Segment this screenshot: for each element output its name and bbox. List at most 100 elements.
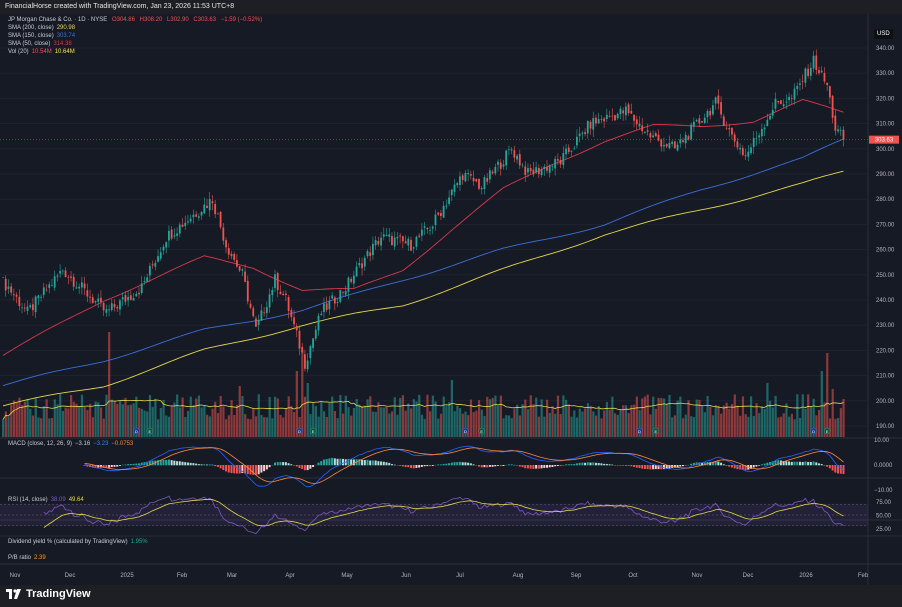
candle-body <box>763 127 766 130</box>
macd-histogram-bar <box>801 461 804 466</box>
macd-histogram-bar <box>366 459 369 466</box>
macd-histogram-bar <box>793 461 796 466</box>
price-tick-label: 300.00 <box>876 147 895 153</box>
candle-body <box>464 173 467 182</box>
macd-histogram-bar <box>132 463 135 466</box>
dividend-legend[interactable]: Dividend yield % (calculated by TradingV… <box>8 539 151 545</box>
candle-body <box>168 230 170 241</box>
candle-body <box>255 318 257 327</box>
symbol-legend[interactable]: JP Morgan Chase & Co. · 1D · NYSE O304.8… <box>8 17 265 23</box>
volume-bar <box>812 398 815 437</box>
sma150-legend[interactable]: SMA (150, close) 303.74 <box>8 33 78 39</box>
volume-bar <box>747 416 750 437</box>
currency-badge[interactable]: USD <box>874 29 893 39</box>
candle-body <box>616 113 619 119</box>
macd-histogram-bar <box>225 465 228 472</box>
candle-body <box>445 205 448 207</box>
volume-bar <box>157 419 160 437</box>
volume-bar <box>760 406 764 437</box>
rsi-tick-label: 50.00 <box>876 514 892 520</box>
volume-bar <box>279 414 282 437</box>
volume-bar <box>355 399 358 437</box>
candle-body <box>385 234 388 236</box>
candle-body <box>418 235 421 237</box>
macd-histogram-bar <box>287 463 290 466</box>
macd-histogram-bar <box>630 465 633 467</box>
volume-bar <box>50 418 54 437</box>
candle-body <box>170 229 173 239</box>
chart-area[interactable]: 340.00 330.00 320.00 310.00 300.00 290.00 280.… <box>0 14 902 585</box>
volume-bar <box>350 415 353 437</box>
volume-bar <box>774 395 777 437</box>
candle-body <box>420 229 423 236</box>
chart-canvas[interactable]: 340.00 330.00 320.00 310.00 300.00 290.00 280.… <box>0 14 902 585</box>
macd-histogram-bar <box>782 460 785 466</box>
volume-bar <box>333 410 337 437</box>
macd-legend[interactable]: MACD (close, 12, 26, 9) −3.16 −3.23 −0.0753 <box>8 441 136 447</box>
volume-bar <box>290 406 293 437</box>
candle-body <box>815 55 818 70</box>
rsi-legend[interactable]: RSI (14, close) 38.09 49.64 <box>8 497 87 503</box>
symbol-name: JP Morgan Chase & Co. · 1D · NYSE <box>8 17 108 23</box>
candle-body <box>312 338 314 348</box>
price-tick-label: 260.00 <box>876 248 895 254</box>
macd-histogram-bar <box>448 463 451 466</box>
volume-bar <box>216 413 220 437</box>
macd-histogram-bar <box>110 465 113 468</box>
volume-bar <box>730 403 734 437</box>
volume-bar <box>4 411 7 437</box>
macd-histogram-bar <box>744 465 747 471</box>
macd-histogram-bar <box>254 465 257 476</box>
macd-histogram-bar <box>306 465 309 471</box>
candle-body <box>570 150 573 152</box>
macd-histogram-bar <box>339 458 342 466</box>
candle-body <box>540 169 543 176</box>
volume-bar <box>684 414 687 437</box>
volume-bar <box>314 406 317 437</box>
candle-body <box>652 135 654 138</box>
volume-bar <box>578 408 581 437</box>
candle-body <box>159 252 162 259</box>
sma50-legend[interactable]: SMA (50, close) 314.38 <box>8 41 75 47</box>
candle-body <box>478 178 480 189</box>
candle-body <box>162 246 165 251</box>
time-axis-label: Dec <box>743 573 754 579</box>
pb-legend[interactable]: P/B ratio 2.39 <box>8 555 49 561</box>
dividend-marker-icon <box>810 427 817 435</box>
candle-body <box>426 228 429 230</box>
volume-bar <box>377 402 380 437</box>
macd-histogram-bar <box>252 465 255 475</box>
tradingview-logo[interactable]: TradingView <box>6 588 91 600</box>
macd-histogram-bar <box>257 465 260 475</box>
volume-bar <box>584 408 587 437</box>
volume-bar <box>40 418 43 437</box>
macd-histogram-bar <box>600 463 603 466</box>
candle-body <box>404 241 407 244</box>
candle-body <box>565 148 567 155</box>
macd-histogram-bar <box>592 462 595 466</box>
volume-bar <box>268 397 271 437</box>
volume-bar <box>839 408 842 437</box>
macd-histogram-bar <box>635 465 638 468</box>
sma200-legend[interactable]: SMA (200, close) 290.98 <box>8 25 78 31</box>
macd-tick-label: −10.00 <box>874 488 893 494</box>
candle-body <box>831 95 834 118</box>
time-axis-label: Sep <box>571 573 582 579</box>
volume-bar <box>750 396 753 437</box>
macd-histogram-bar <box>94 465 97 468</box>
volume-bar <box>635 396 638 437</box>
macd-histogram-bar <box>518 465 521 467</box>
volume-bar <box>834 418 837 437</box>
candle-body <box>51 285 53 286</box>
candle-body <box>755 137 758 139</box>
macd-histogram-bar <box>771 461 774 466</box>
macd-histogram-bar <box>499 465 502 467</box>
macd-histogram-bar <box>690 463 693 466</box>
volume-bar <box>401 395 405 437</box>
volume-legend[interactable]: Vol (20) 10.54M 10.64M <box>8 49 78 55</box>
candle-body <box>40 296 42 298</box>
time-axis-label: Jul <box>456 573 464 579</box>
macd-histogram-bar <box>442 463 445 466</box>
candle-body <box>747 151 750 157</box>
macd-histogram-bar <box>467 462 470 466</box>
